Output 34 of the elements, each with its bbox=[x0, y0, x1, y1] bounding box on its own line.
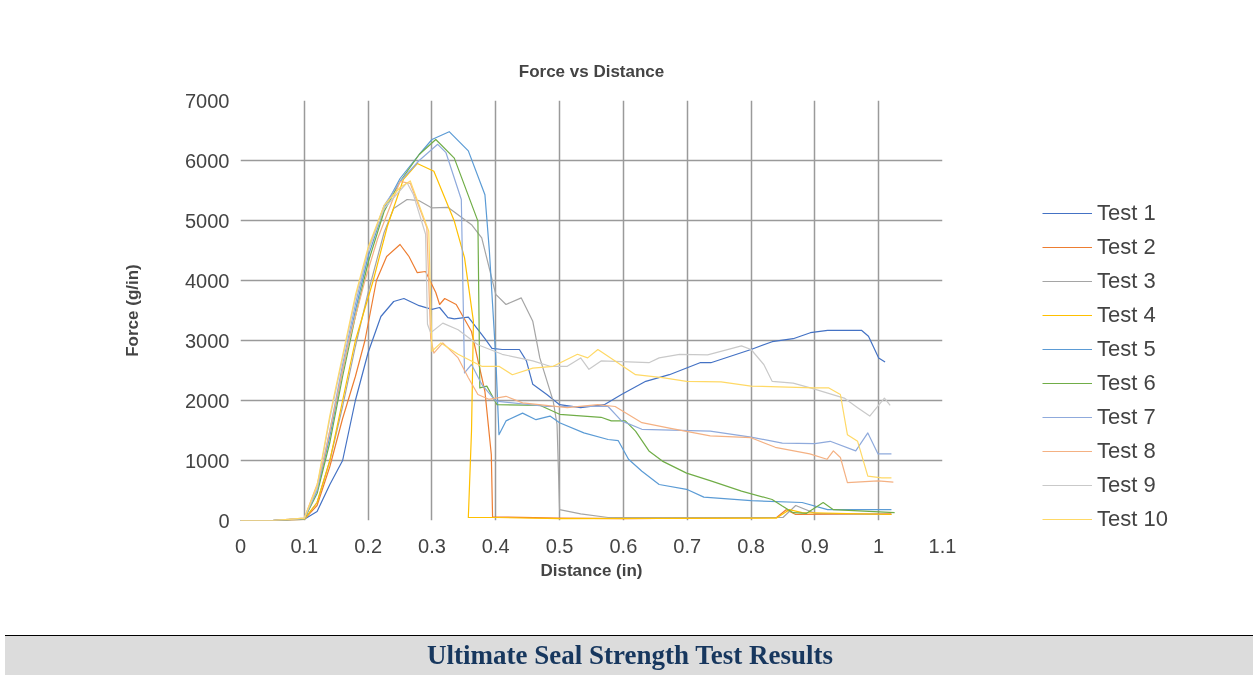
legend-label: Test 10 bbox=[1097, 506, 1168, 532]
x-tick-label: 0.1 bbox=[290, 534, 319, 557]
legend-label: Test 1 bbox=[1097, 200, 1156, 226]
legend-label: Test 3 bbox=[1097, 268, 1156, 294]
y-tick-label: 6000 bbox=[185, 149, 230, 172]
x-tick-label: 0.8 bbox=[737, 534, 765, 557]
x-tick-label: 0.2 bbox=[354, 534, 383, 557]
y-tick-label: 1000 bbox=[185, 449, 230, 472]
text: Ultimate Seal Strength Test Results bbox=[426, 639, 833, 672]
legend-label: Test 2 bbox=[1097, 234, 1156, 260]
chart-title: Force vs Distance bbox=[518, 61, 665, 81]
legend-label: Test 8 bbox=[1097, 438, 1156, 464]
y-tick-label: 7000 bbox=[185, 89, 230, 112]
x-tick-label: 0.7 bbox=[673, 534, 702, 557]
x-tick-label: 0.5 bbox=[545, 534, 574, 557]
x-tick-label: 0.3 bbox=[418, 534, 446, 557]
y-axis-title: Force (g/in) bbox=[123, 264, 143, 357]
x-tick-label: 0.6 bbox=[609, 534, 638, 557]
y-tick-label: 2000 bbox=[185, 389, 230, 412]
x-axis-title: Distance (in) bbox=[540, 560, 643, 580]
legend-label: Test 6 bbox=[1097, 370, 1156, 396]
x-tick-label: 0.4 bbox=[481, 534, 510, 557]
x-tick-label: 1.1 bbox=[928, 534, 957, 557]
legend-label: Test 7 bbox=[1097, 404, 1156, 430]
x-tick-label: 0 bbox=[234, 534, 247, 557]
y-tick-label: 5000 bbox=[185, 209, 230, 232]
y-tick-label: 4000 bbox=[185, 269, 230, 292]
y-tick-label: 0 bbox=[218, 509, 230, 532]
legend-label: Test 5 bbox=[1097, 336, 1156, 362]
legend-label: Test 9 bbox=[1097, 472, 1156, 498]
x-tick-label: 1 bbox=[873, 534, 885, 557]
x-tick-label: 0.9 bbox=[800, 534, 829, 557]
y-tick-label: 3000 bbox=[185, 329, 230, 352]
legend-label: Test 4 bbox=[1097, 302, 1156, 328]
